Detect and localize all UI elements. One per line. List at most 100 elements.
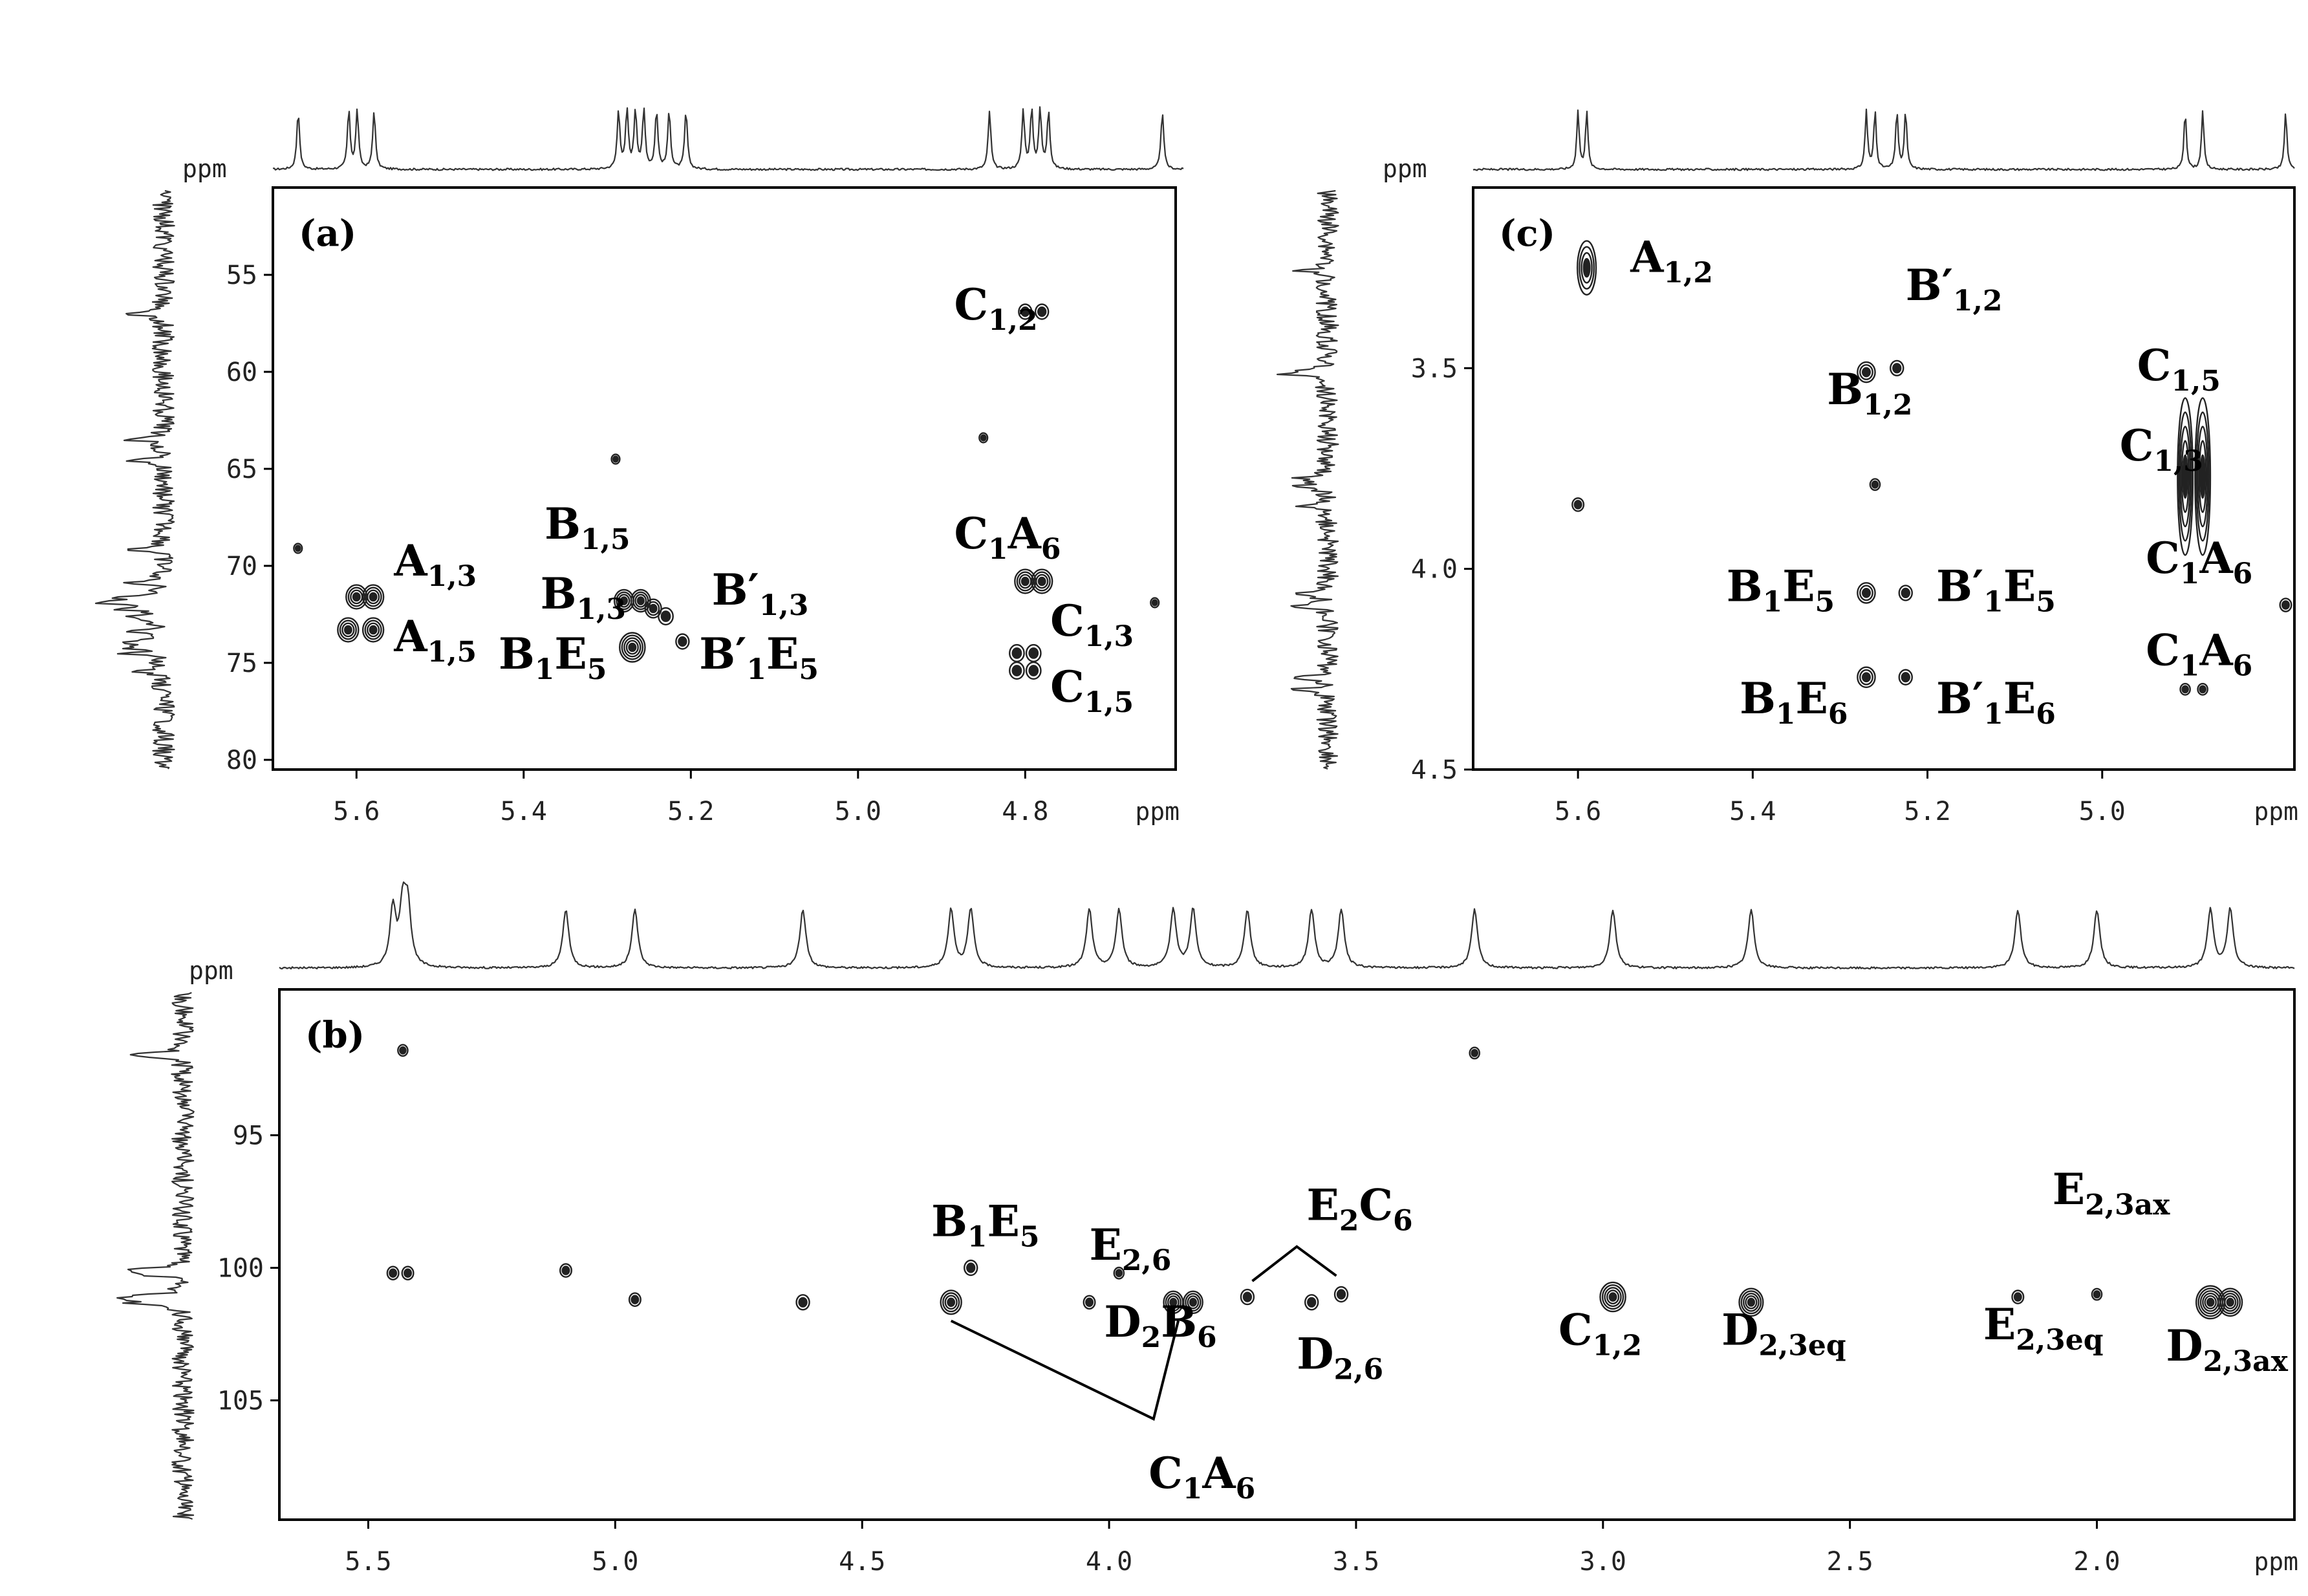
cross-peak — [1240, 1288, 1255, 1306]
contour-ring — [1113, 1266, 1125, 1280]
cross-peak — [2197, 682, 2208, 696]
contour-ring — [1150, 597, 1160, 609]
y-unit-label: ppm — [1383, 155, 1427, 183]
contour-ring — [1571, 497, 1585, 512]
cross-peak — [940, 1289, 962, 1315]
contour-ring — [1034, 303, 1050, 320]
contour-ring — [2197, 426, 2208, 528]
cross-peak — [1113, 1266, 1125, 1280]
peak-annotation: C1A6 — [2146, 625, 2252, 683]
contour-ring — [2281, 600, 2290, 610]
contour-ring — [1169, 1297, 1178, 1307]
contour-ring — [2179, 426, 2191, 528]
contour-ring — [1085, 1297, 1094, 1308]
contour-ring — [2206, 1297, 2215, 1307]
contour-ring — [1898, 585, 1913, 601]
contour-ring — [940, 1289, 962, 1315]
contour-ring — [1601, 1284, 1624, 1310]
y-tick-label: 3.5 — [1411, 354, 1458, 383]
contour-ring — [2219, 1290, 2241, 1315]
peak-annotation: C1,5 — [1050, 662, 1134, 719]
cross-peak — [1869, 478, 1881, 491]
cross-peak — [559, 1263, 572, 1278]
contour-ring — [293, 543, 303, 554]
contour-ring — [944, 1295, 958, 1310]
cross-peak — [1009, 661, 1025, 680]
contour-ring — [2226, 1297, 2234, 1307]
contour-ring — [2195, 411, 2210, 542]
contour-ring — [1871, 480, 1879, 489]
cross-peak — [2179, 682, 2191, 696]
peak-annotation: D2B6 — [1104, 1297, 1216, 1354]
peak-annotation: B1,2 — [1827, 364, 1912, 422]
contour-ring — [364, 620, 382, 640]
contour-ring — [795, 1294, 810, 1311]
contour-ring — [2178, 411, 2192, 542]
cross-peak — [1025, 643, 1042, 663]
contour-ring — [1011, 665, 1022, 676]
x-tick-label: 2.0 — [2073, 1547, 2120, 1577]
cross-peak — [1738, 1288, 1764, 1317]
contour-ring — [1604, 1287, 1622, 1308]
contour-ring — [675, 633, 690, 650]
cross-peak — [2091, 1288, 2103, 1301]
contour-ring — [2013, 1292, 2022, 1302]
peak-annotation: B′1E5 — [699, 629, 819, 686]
contour-ring — [1892, 363, 1902, 374]
contour-ring — [678, 636, 687, 647]
contour-ring — [1861, 672, 1871, 683]
contour-ring — [980, 434, 987, 442]
contour-ring — [1599, 1281, 1626, 1313]
peak-annotation: B1E5 — [499, 629, 607, 686]
cross-peak — [2217, 1288, 2243, 1317]
contour-ring — [364, 587, 382, 607]
cross-peak — [345, 584, 368, 610]
contour-ring — [1167, 1295, 1180, 1310]
annotations: (a) 5.6 5.4 5.2 5.0 4.8 55 60 65 70 75 80 ppm ppm A1,3… — [182, 155, 2298, 1577]
cross-peak — [1571, 497, 1585, 512]
contour-ring — [2204, 1295, 2217, 1310]
cross-peak — [795, 1294, 810, 1311]
contour-ring — [1115, 1269, 1123, 1278]
peak-annotation: E2,6 — [1090, 1220, 1172, 1277]
contour-ring — [389, 1268, 398, 1278]
plot-frame-1 — [1472, 186, 2296, 771]
contour-ring — [361, 617, 385, 643]
contour-ring — [367, 622, 380, 638]
x-tick-label: 5.0 — [592, 1547, 638, 1577]
cross-peak — [1018, 303, 1033, 320]
contour-ring — [2199, 454, 2206, 499]
peak-annotation: B1E5 — [931, 1196, 1039, 1253]
contour-ring — [636, 596, 645, 605]
contour-ring — [1304, 1294, 1319, 1311]
contour-ring — [2181, 685, 2189, 694]
contour-ring — [1606, 1289, 1620, 1305]
contour-ring — [1573, 500, 1582, 510]
contour-ring — [1608, 1292, 1617, 1302]
contour-ring — [647, 601, 660, 616]
cross-peak — [293, 543, 303, 554]
contour-ring — [1743, 1293, 1760, 1312]
peak-annotation: C1,2 — [1558, 1304, 1642, 1362]
contour-ring — [1020, 576, 1030, 587]
contour-ring — [2182, 454, 2188, 499]
x-tick-label: 5.5 — [345, 1547, 391, 1577]
x-tick-label: 5.4 — [501, 797, 547, 826]
contour-ring — [1011, 647, 1022, 659]
cross-peak — [1014, 568, 1037, 594]
contour-ring — [2181, 440, 2190, 513]
peak-annotation: B1E5 — [1727, 561, 1835, 618]
contour-ring — [2177, 397, 2194, 556]
contour-ring — [1901, 672, 1910, 683]
peak-annotation: C1A6 — [954, 508, 1061, 566]
contour-ring — [1189, 1297, 1197, 1307]
peak-annotation: B′1,2 — [1906, 260, 2003, 318]
peak-annotation: A1,5 — [393, 611, 477, 669]
cross-peak — [1034, 303, 1050, 320]
contour-ring — [978, 432, 989, 444]
peak-annotation: B1,5 — [545, 499, 630, 556]
plot-frame-0 — [272, 186, 1177, 771]
contour-ring — [361, 584, 385, 610]
contour-ring — [1859, 669, 1873, 685]
contour-ring — [1859, 585, 1873, 601]
